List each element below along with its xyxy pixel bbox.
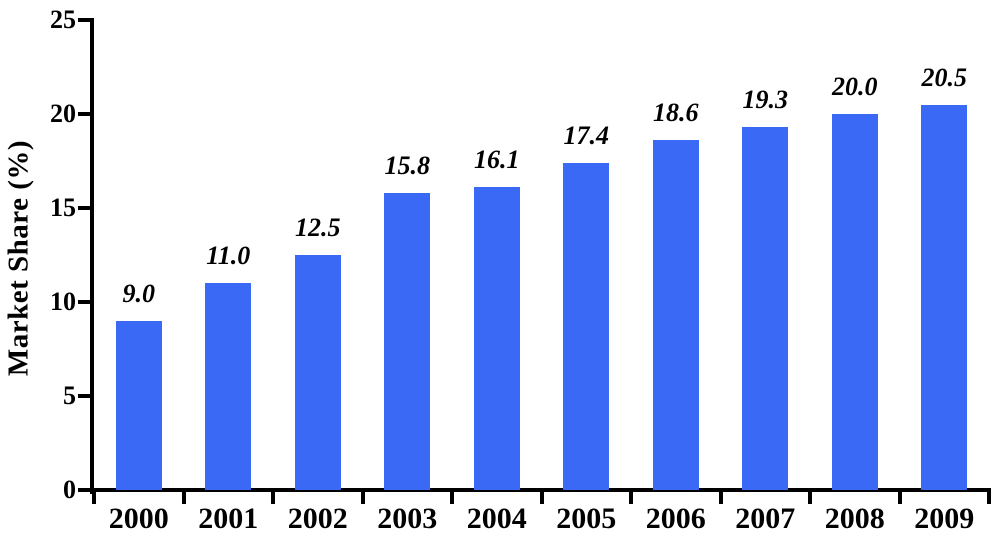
- x-tick: [718, 492, 723, 504]
- y-tick-label: 5: [63, 381, 76, 410]
- x-tick: [897, 492, 902, 504]
- y-axis-line: [90, 18, 94, 494]
- x-tick-label: 2002: [287, 502, 348, 535]
- y-tick: [78, 300, 90, 304]
- x-tick-label: 2005: [556, 502, 617, 535]
- x-tick: [808, 492, 812, 504]
- x-tick: [629, 492, 633, 504]
- bar: [742, 127, 789, 490]
- x-tick: [271, 492, 275, 504]
- y-tick: [78, 394, 90, 398]
- y-tick-label: 0: [63, 475, 76, 504]
- bar-value-label: 20.5: [921, 62, 968, 92]
- x-tick: [450, 492, 454, 504]
- y-tick: [78, 112, 90, 116]
- x-tick-label: 2001: [198, 502, 259, 535]
- x-tick-label: 2008: [824, 502, 885, 535]
- x-tick-label: 2000: [108, 502, 169, 535]
- x-tick-label: 2007: [735, 502, 796, 535]
- bar: [473, 187, 520, 490]
- y-tick-label: 15: [50, 193, 76, 222]
- x-tick: [539, 492, 544, 504]
- y-tick: [78, 488, 90, 492]
- bar-value-label: 12.5: [295, 213, 341, 242]
- bar-value-label: 17.4: [563, 120, 610, 150]
- x-tick-label: 2006: [645, 502, 706, 535]
- x-tick: [987, 492, 991, 504]
- bar: [652, 140, 699, 490]
- x-tick: [92, 492, 96, 504]
- bar-value-label: 16.1: [474, 145, 520, 175]
- bar: [921, 104, 968, 490]
- bar: [384, 192, 431, 490]
- y-axis-title: Market Share (%): [2, 139, 35, 377]
- y-tick: [78, 18, 90, 22]
- x-axis-line: [90, 488, 991, 492]
- x-tick-label: 2004: [466, 502, 527, 535]
- bar: [294, 255, 341, 490]
- y-tick-label: 10: [50, 287, 76, 316]
- bar: [115, 320, 162, 490]
- x-tick: [181, 492, 186, 504]
- x-tick-label: 2003: [377, 502, 438, 535]
- bar-value-label: 18.6: [653, 98, 699, 128]
- y-tick-label: 20: [50, 99, 76, 128]
- y-tick: [78, 206, 90, 210]
- bar: [563, 162, 610, 490]
- x-tick: [360, 492, 365, 504]
- bar: [205, 283, 252, 490]
- bar: [831, 114, 878, 490]
- bar-value-label: 11.0: [206, 241, 251, 271]
- bar-value-label: 20.0: [832, 72, 878, 101]
- bar-value-label: 9.0: [122, 278, 156, 308]
- bar-value-label: 15.8: [384, 150, 431, 180]
- x-tick-label: 2009: [914, 502, 975, 535]
- y-tick-label: 25: [50, 5, 76, 34]
- bar-value-label: 19.3: [742, 85, 789, 115]
